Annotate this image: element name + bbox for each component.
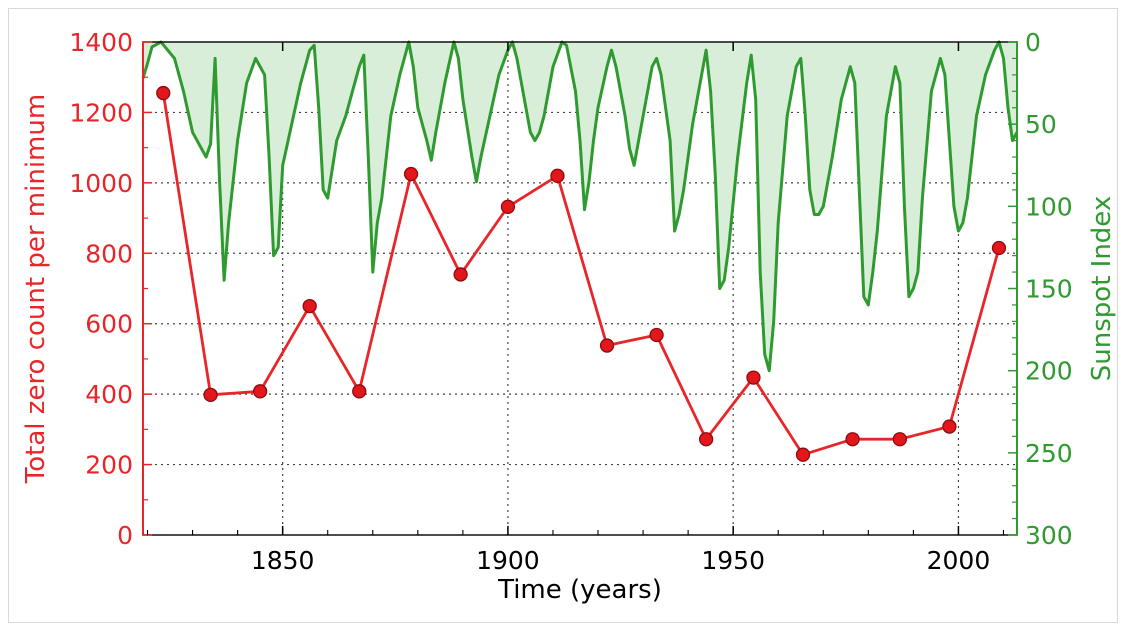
zero-count-point: [500, 199, 516, 214]
left-tick-label: 600: [85, 310, 133, 339]
left-tick-label: 1400: [69, 28, 133, 57]
zero-count-point: [550, 168, 565, 183]
x-tick-label: 1950: [701, 546, 765, 575]
zero-count-point: [942, 419, 957, 434]
left-tick-label: 200: [85, 451, 133, 480]
zero-count-point: [892, 432, 908, 447]
zero-count-point: [203, 387, 218, 402]
zero-count-point: [252, 384, 268, 399]
right-axis: 0 50 100 150 200 250 300: [1008, 28, 1073, 550]
x-tick-label: 2000: [927, 546, 991, 575]
right-tick-label: 200: [1025, 357, 1073, 386]
left-tick-label: 800: [85, 239, 133, 268]
x-tick-label: 1900: [476, 546, 540, 575]
zero-count-series: [156, 85, 1007, 462]
zero-count-point: [845, 432, 860, 447]
zero-count-line: [161, 92, 1001, 457]
right-tick-label: 0: [1025, 28, 1041, 57]
zero-count-point: [403, 166, 419, 182]
zero-count-point: [453, 267, 468, 282]
x-axis-label: Time (years): [497, 575, 662, 605]
zero-count-point: [991, 240, 1007, 256]
zero-count-point: [302, 298, 317, 314]
left-axis-label: Total zero count per minimum: [21, 94, 51, 484]
left-axis: 0 200 400 600 800 1000 1200 1400: [69, 28, 152, 550]
zero-count-point: [649, 327, 664, 343]
left-tick-label: 0: [117, 521, 133, 550]
sunspot-line: [141, 40, 1019, 373]
left-tick-label: 400: [85, 380, 133, 409]
left-tick-label: 1200: [69, 98, 133, 127]
zero-count-point: [746, 370, 761, 385]
x-axis: 1850 1900 1950 2000: [146, 42, 1005, 575]
right-tick-label: 50: [1025, 110, 1057, 139]
right-axis-label: Sunspot Index: [1087, 196, 1117, 381]
right-tick-label: 250: [1025, 439, 1073, 468]
zero-count-point: [698, 432, 714, 447]
zero-count-point: [156, 85, 171, 101]
zero-count-point: [795, 447, 811, 462]
right-tick-label: 150: [1025, 275, 1073, 304]
zero-count-point: [599, 338, 615, 353]
zero-count-point: [352, 384, 367, 399]
left-tick-label: 1000: [69, 169, 133, 198]
right-tick-label: 100: [1025, 192, 1073, 221]
sunspot-area: [143, 42, 1017, 371]
x-tick-label: 1850: [251, 546, 315, 575]
sunspot-series: [141, 40, 1019, 373]
grid: [143, 42, 1017, 535]
right-tick-label: 300: [1025, 521, 1073, 550]
